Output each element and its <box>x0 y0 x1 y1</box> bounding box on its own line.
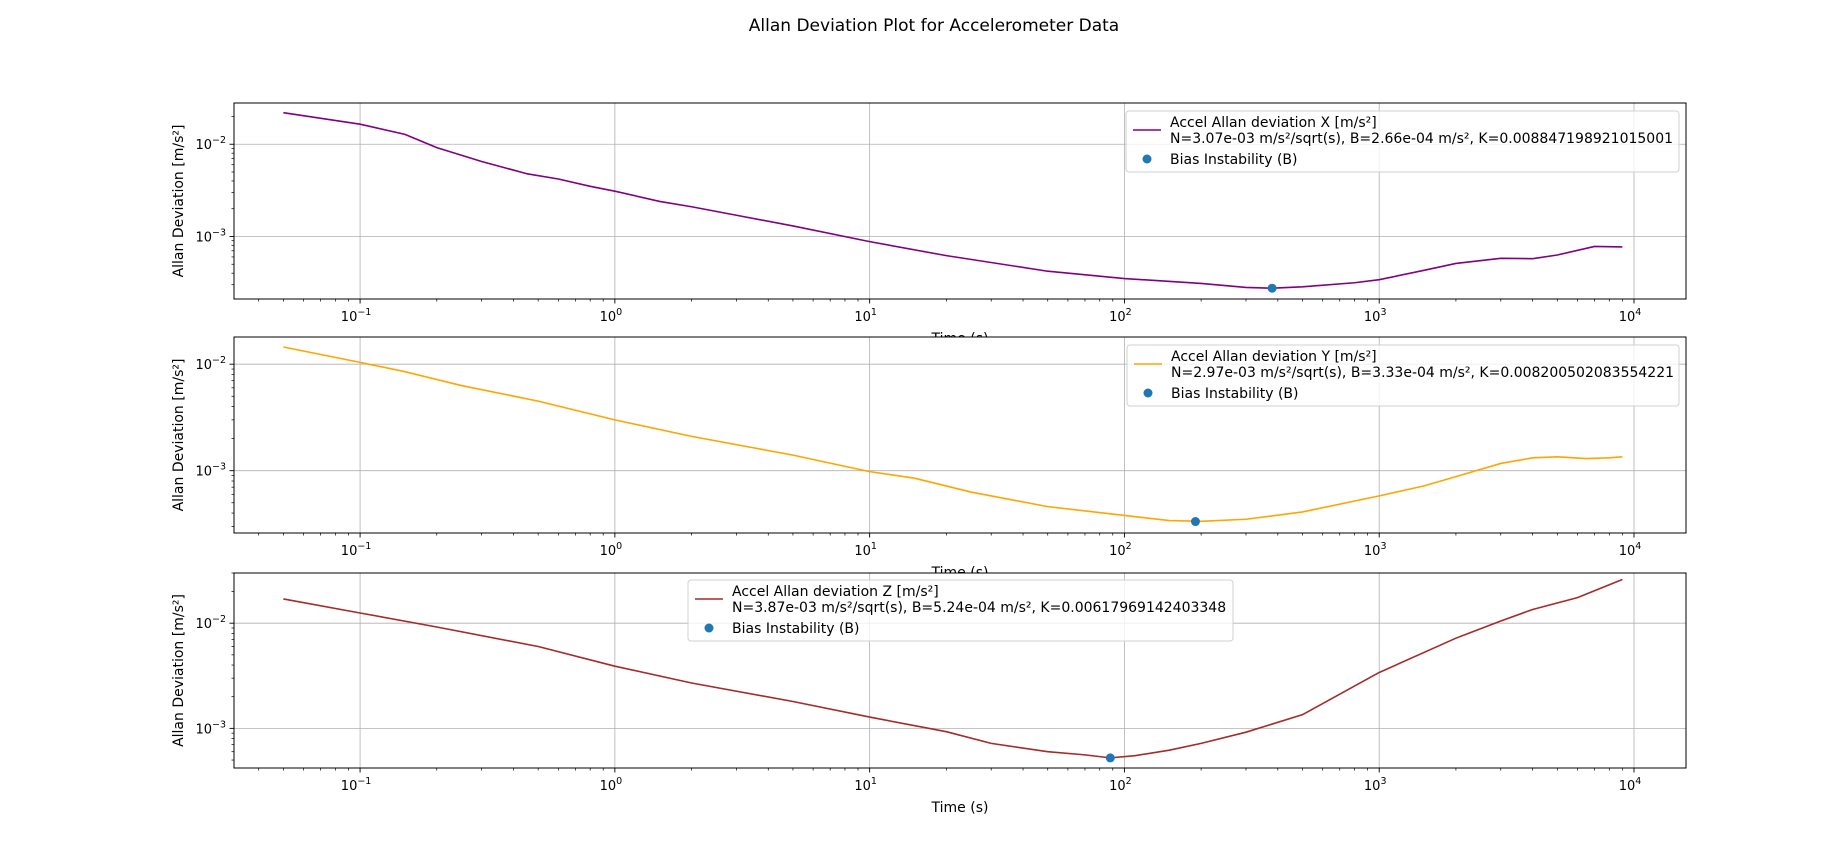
x-tick-label: 10−1 <box>341 776 372 794</box>
legend: Accel Allan deviation Y [m/s²]N=2.97e-03… <box>1126 344 1680 407</box>
figure-title: Allan Deviation Plot for Accelerometer D… <box>749 16 1119 36</box>
legend-parameters: N=2.97e-03 m/s²/sqrt(s), B=3.33e-04 m/s²… <box>1171 365 1674 381</box>
y-axis-label: Allan Deviation [m/s²] <box>171 359 187 512</box>
legend-box <box>687 579 1234 642</box>
y-axis-label: Allan Deviation [m/s²] <box>171 594 187 747</box>
legend-box <box>1125 110 1680 173</box>
series-line-x <box>283 111 1623 289</box>
x-tick-label: 101 <box>854 307 877 325</box>
x-tick-label: 103 <box>1364 776 1387 794</box>
legend-parameters: N=3.87e-03 m/s²/sqrt(s), B=5.24e-04 m/s²… <box>732 600 1226 616</box>
axes-frame <box>233 572 1687 769</box>
bias-instability-point <box>1267 283 1277 293</box>
x-tick-label: 100 <box>600 541 623 559</box>
y-tick-label: 10−2 <box>195 355 226 373</box>
legend-point-swatch <box>1143 388 1153 398</box>
x-tick-label: 10−1 <box>341 541 372 559</box>
x-tick-label: 104 <box>1619 776 1642 794</box>
bias-instability-point <box>1190 517 1200 527</box>
legend: Accel Allan deviation Z [m/s²]N=3.87e-03… <box>687 579 1234 642</box>
axes-frame <box>233 336 1687 534</box>
y-tick-label: 10−3 <box>195 227 226 245</box>
x-tick-label: 101 <box>854 776 877 794</box>
legend-series-name: Accel Allan deviation X [m/s²] <box>1170 115 1377 131</box>
x-tick-label: 10−1 <box>341 307 372 325</box>
subplot-z: 10−1 100 101 102 103 104 10−3 10−2 Time (s) Allan… <box>171 572 1687 816</box>
legend-parameters: N=3.07e-03 m/s²/sqrt(s), B=2.66e-04 m/s²… <box>1170 131 1673 147</box>
x-tick-label: 100 <box>600 307 623 325</box>
y-tick-label: 10−3 <box>195 719 226 737</box>
legend-point-swatch <box>1142 154 1152 164</box>
x-axis-label: Time (s) <box>931 800 989 816</box>
x-tick-label: 103 <box>1364 541 1387 559</box>
legend-bias-label: Bias Instability (B) <box>732 621 860 637</box>
y-tick-label: 10−2 <box>195 135 226 153</box>
legend-box <box>1126 344 1680 407</box>
y-tick-label: 10−3 <box>195 462 226 480</box>
x-tick-label: 102 <box>1109 776 1132 794</box>
legend: Accel Allan deviation X [m/s²]N=3.07e-03… <box>1125 110 1680 173</box>
legend-point-swatch <box>704 623 714 633</box>
legend-series-name: Accel Allan deviation Z [m/s²] <box>732 584 939 600</box>
series-line-z <box>283 578 1623 759</box>
y-axis-label: Allan Deviation [m/s²] <box>171 125 187 278</box>
legend-bias-label: Bias Instability (B) <box>1170 152 1298 168</box>
x-tick-label: 100 <box>600 776 623 794</box>
series-line-y <box>283 346 1623 523</box>
legend-series-name: Accel Allan deviation Y [m/s²] <box>1171 349 1377 365</box>
x-tick-label: 102 <box>1109 541 1132 559</box>
bias-instability-point <box>1105 753 1115 763</box>
legend-bias-label: Bias Instability (B) <box>1171 386 1299 402</box>
x-tick-label: 102 <box>1109 307 1132 325</box>
x-tick-label: 101 <box>854 541 877 559</box>
x-tick-label: 104 <box>1619 541 1642 559</box>
x-tick-label: 104 <box>1619 307 1642 325</box>
x-tick-label: 103 <box>1364 307 1387 325</box>
axes-frame <box>233 102 1687 300</box>
y-tick-label: 10−2 <box>195 614 226 632</box>
